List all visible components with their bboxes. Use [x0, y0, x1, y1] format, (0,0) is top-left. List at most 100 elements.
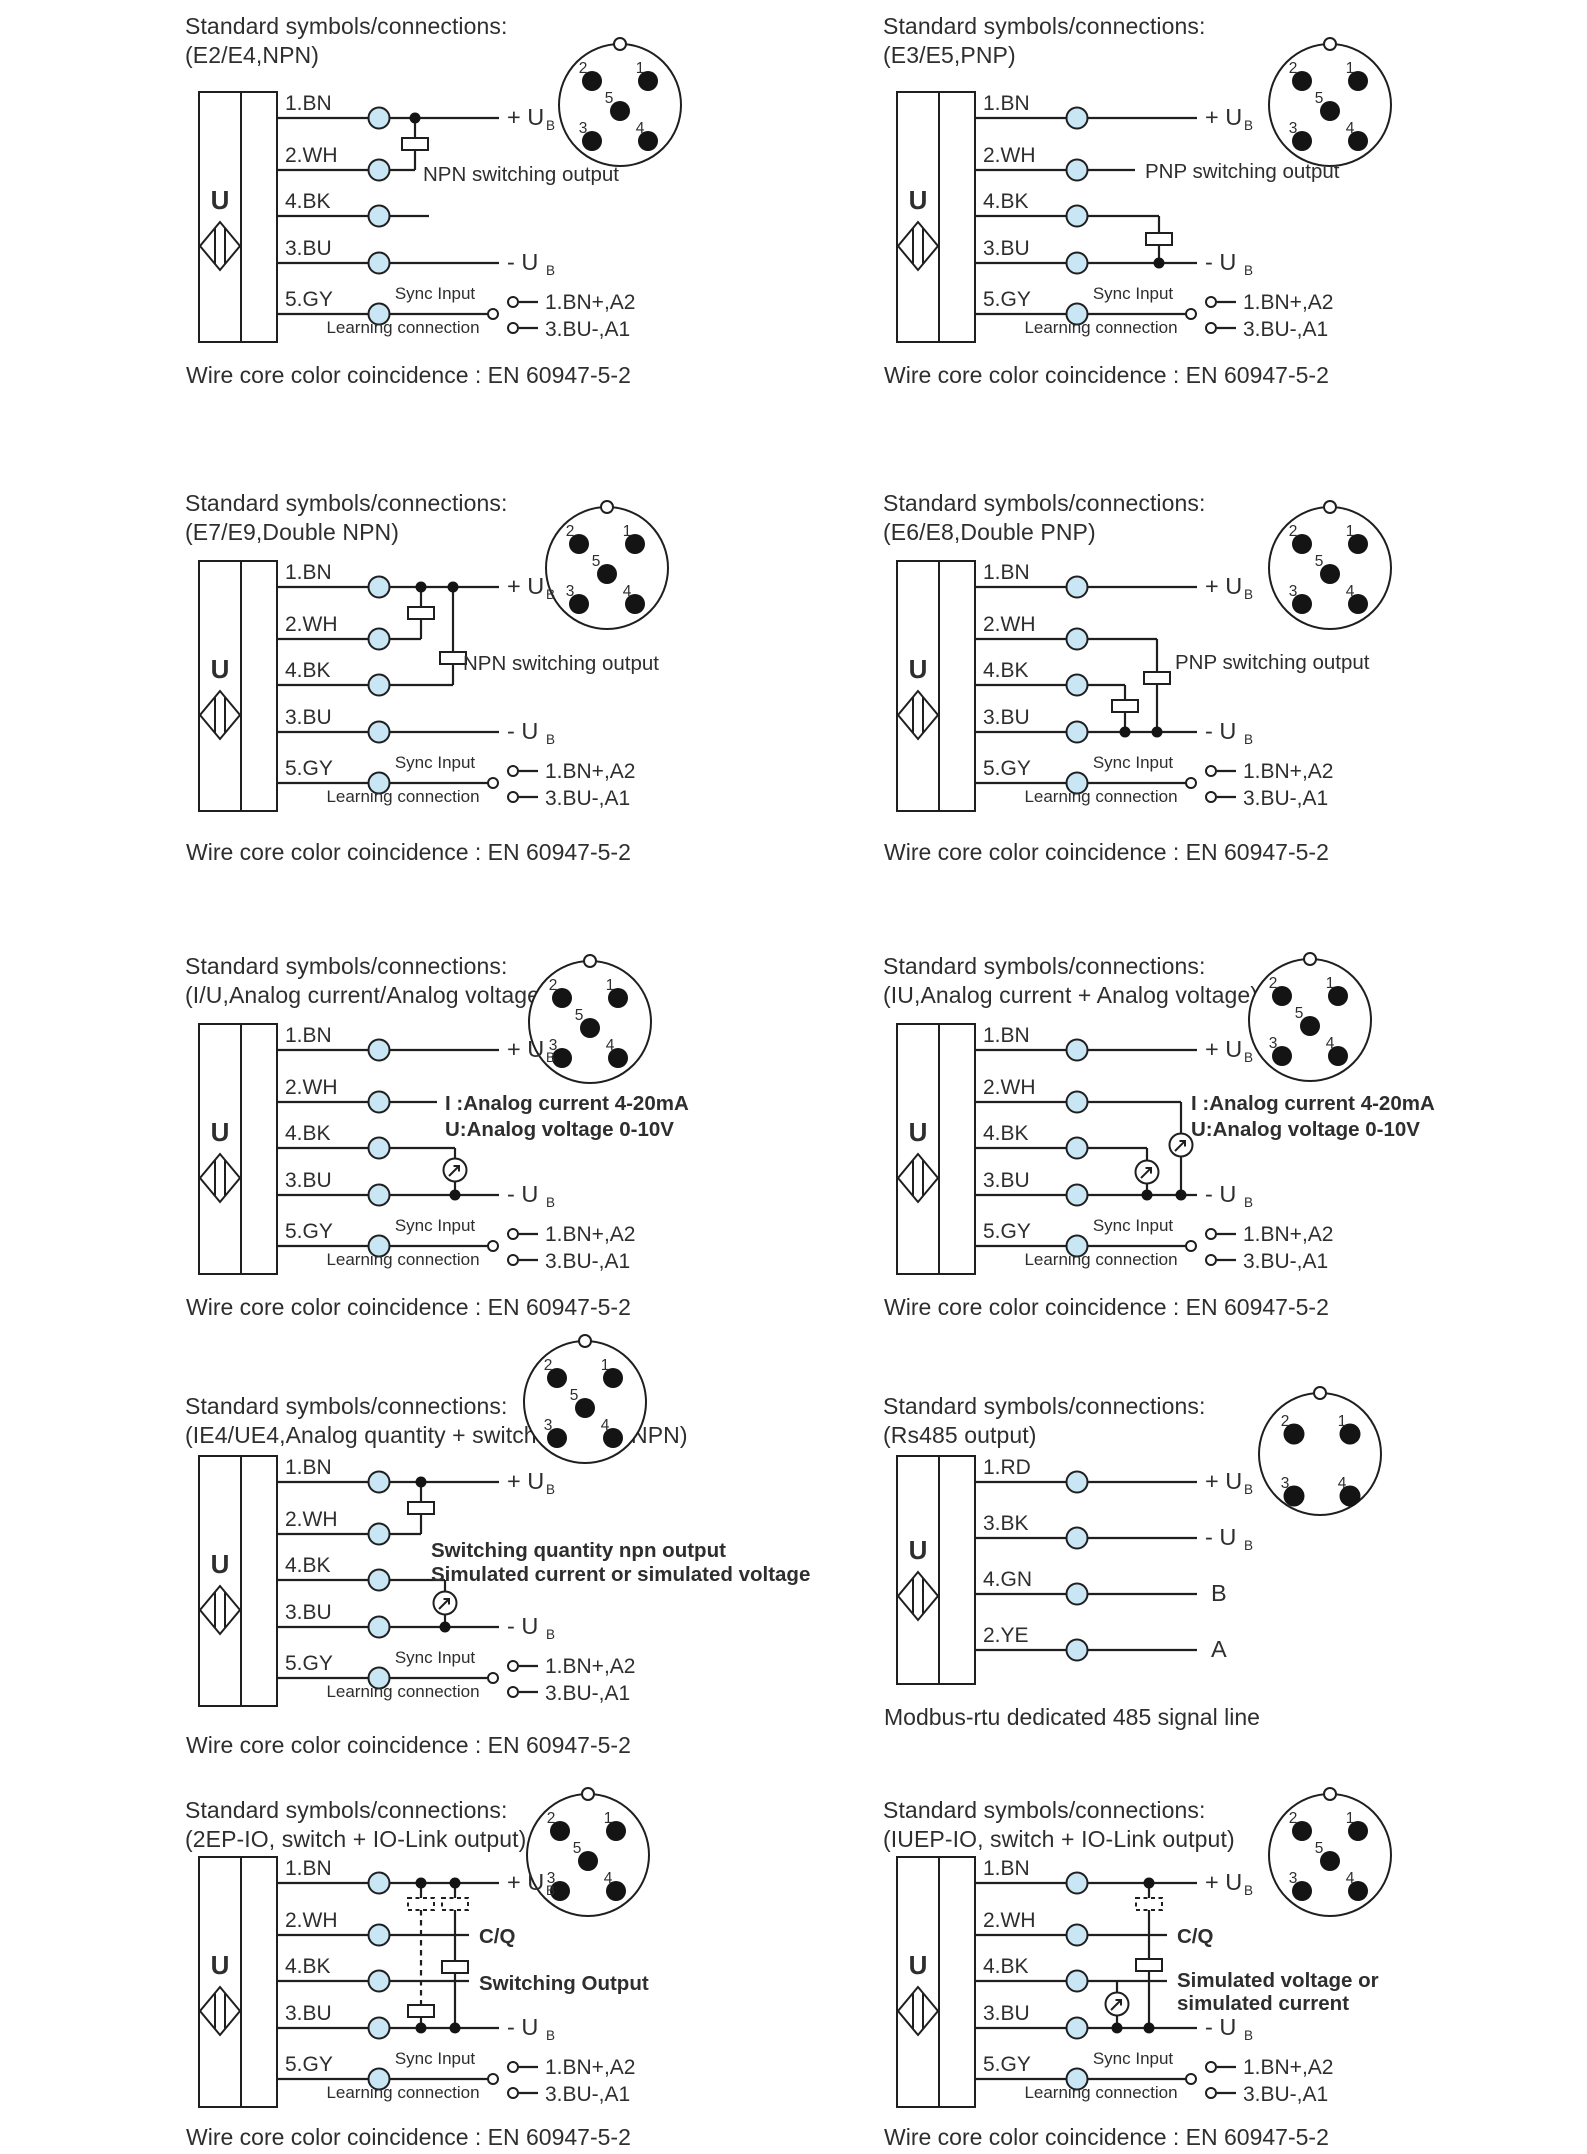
pin-number: 3 [1281, 1475, 1290, 1492]
wire-label-bk: 4.BK [983, 190, 1029, 213]
block-footer: Wire core color coincidence : EN 60947-5… [186, 2124, 631, 2150]
tap-circle [507, 1660, 519, 1672]
sensor-u-label: U [909, 1535, 928, 1565]
ub-subscript: B [1244, 587, 1253, 602]
sensor-symbol: U [198, 91, 278, 343]
pin-number: 5 [1315, 553, 1324, 570]
pin-number: 3 [579, 120, 588, 137]
tap-circle [507, 1686, 519, 1698]
junction-dot [1143, 2022, 1155, 2034]
pin-number: 4 [1346, 120, 1355, 137]
pin-number: 4 [601, 1417, 610, 1434]
wire-label-wh: 2.WH [285, 144, 338, 167]
connector-pinout-icon: 2 1 5 3 4 [528, 954, 652, 1084]
block-title: Standard symbols/connections: (IUEP-IO, … [883, 1796, 1445, 1853]
pin-number: 5 [1315, 1840, 1324, 1857]
pin-number: 1 [1346, 1810, 1355, 1827]
block-title-line1: Standard symbols/connections: [883, 13, 1206, 39]
terminal-circle [367, 2016, 391, 2040]
block-title-line1: Standard symbols/connections: [185, 13, 508, 39]
tap-circle [1205, 2061, 1217, 2073]
tap-dashes [519, 1232, 538, 1262]
pin-number: 4 [604, 1870, 613, 1887]
wiring-diagram: U 1.BN 2.WH 4.BK 3.BU 5.GY + U B - U B P… [896, 91, 1340, 343]
pin-number: 2 [1269, 975, 1278, 992]
wire-label-bn: 1.BN [285, 1024, 332, 1047]
block-subtitle: (E3/E5,PNP) [883, 41, 1016, 68]
wire-label-bu: 3.BU [285, 2002, 332, 2025]
resistor-symbol [1111, 699, 1139, 713]
block-subtitle: (IE4/UE4,Analog quantity + switch quanti… [185, 1421, 688, 1448]
pin-number: 3 [1289, 120, 1298, 137]
pin-number: 2 [1289, 1810, 1298, 1827]
junction-dot [1151, 726, 1163, 738]
pin-number: 5 [592, 553, 601, 570]
wire-label-wh: 2.WH [285, 1076, 338, 1099]
minus-ub-label: - U [507, 718, 538, 744]
tap-label-bottom: 3.BU-,A1 [1243, 2083, 1328, 2106]
ub-subscript: B [1244, 732, 1253, 747]
plus-ub-label: + U [1205, 1468, 1242, 1494]
pin-number: 3 [1269, 1035, 1278, 1052]
junction-dot [415, 1877, 427, 1889]
wiring-diagram: U 1.BN 2.WH 4.BK 3.BU 5.GY + U B - U B I… [896, 1023, 1435, 1275]
wire-label-bn: 1.BN [983, 1024, 1030, 1047]
terminal-circle [1065, 1923, 1089, 1947]
pin-number: 5 [1295, 1005, 1304, 1022]
tap-circle [507, 296, 519, 308]
pin-number: 3 [544, 1417, 553, 1434]
pin-number: 5 [575, 1007, 584, 1024]
junction-dot [415, 2022, 427, 2034]
learning-connection-label: Learning connection [1024, 318, 1177, 337]
wire-label-wh: 2.WH [983, 613, 1036, 636]
terminal-circle [1065, 2067, 1089, 2091]
resistor-symbol-dashed [1135, 1897, 1163, 1911]
pin-number: 5 [570, 1387, 579, 1404]
sensor-u-label: U [909, 1117, 928, 1147]
sensor-u-label: U [211, 654, 230, 684]
terminal-circle [1065, 1234, 1089, 1258]
connector-notch [1313, 1386, 1327, 1400]
wire-label-bn: 1.BN [285, 92, 332, 115]
terminal-circle [1065, 1136, 1089, 1160]
junction-dot [449, 2022, 461, 2034]
tap-dashes [1217, 1232, 1236, 1262]
wire-label-gy: 5.GY [983, 1220, 1031, 1243]
tap-circle [1205, 322, 1217, 334]
terminal-circle [367, 1522, 391, 1546]
terminal-circle [1065, 158, 1089, 182]
meter-icon [1168, 1132, 1194, 1158]
sync-input-label: Sync Input [1093, 753, 1174, 772]
learning-connection-label: Learning connection [326, 2083, 479, 2102]
ub-subscript: B [1244, 1195, 1253, 1210]
terminal-circle [1065, 1969, 1089, 1993]
tap-dashes [1217, 300, 1236, 330]
sync-input-label: Sync Input [395, 1648, 476, 1667]
sync-input-label: Sync Input [1093, 284, 1174, 303]
tap-label-top: 1.BN+,A2 [1243, 760, 1333, 783]
wire-label-wh: 2.WH [983, 144, 1036, 167]
connector-pinout-icon: 2 1 5 3 4 [1268, 1787, 1392, 1917]
resistor-symbol [1143, 671, 1171, 685]
block-subtitle: (2EP-IO, switch + IO-Link output) [185, 1825, 527, 1852]
ub-subscript: B [546, 118, 555, 133]
terminal-circle [367, 720, 391, 744]
sync-open-circle [1185, 308, 1197, 320]
block-title-line1: Standard symbols/connections: [883, 490, 1206, 516]
connector-notch [613, 37, 627, 51]
pin-number: 3 [1289, 1870, 1298, 1887]
learning-connection-label: Learning connection [326, 1682, 479, 1701]
block-subtitle: (E6/E8,Double PNP) [883, 518, 1096, 545]
connector-pinout-icon: 2 1 5 3 4 [1248, 952, 1372, 1082]
junction-dot [415, 1476, 427, 1488]
pin-number: 4 [1346, 1870, 1355, 1887]
learning-connection-label: Learning connection [326, 1250, 479, 1269]
sync-open-circle [1185, 777, 1197, 789]
sync-input-label: Sync Input [395, 2049, 476, 2068]
connector-pinout-icon: 2 1 5 3 4 [1268, 500, 1392, 630]
line-b-label: B [1211, 1580, 1227, 1606]
block-subtitle: (E7/E9,Double NPN) [185, 518, 399, 545]
terminal-circle [367, 1666, 391, 1690]
tap-circle [507, 791, 519, 803]
terminal-circle [1065, 720, 1089, 744]
